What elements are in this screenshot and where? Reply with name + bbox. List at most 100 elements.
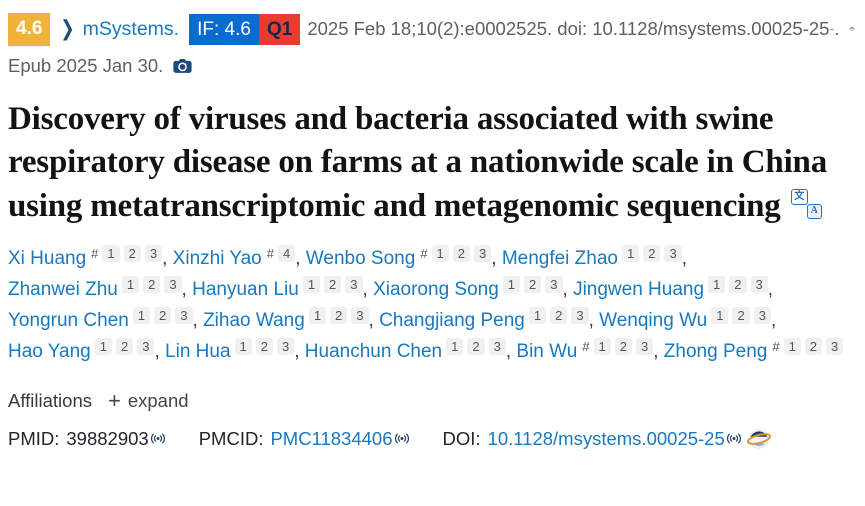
author-item: Changjiang Peng 1 2 3, — [379, 306, 594, 331]
author-link[interactable]: Changjiang Peng — [379, 309, 525, 331]
affiliation-number-badge[interactable]: 3 — [750, 275, 768, 293]
pmcid-link[interactable]: PMC11834406 — [270, 427, 393, 449]
pmcid-group: PMCID: PMC11834406 — [199, 428, 410, 450]
affiliation-number-badge[interactable]: 2 — [330, 306, 348, 324]
expand-affiliations-button[interactable]: + expand — [107, 387, 189, 413]
globe-extension-icon[interactable] — [849, 17, 855, 41]
affiliation-number-badge[interactable]: 2 — [154, 306, 172, 324]
author-link[interactable]: Huanchun Chen — [304, 340, 443, 362]
author-superscripts: #4 — [262, 244, 296, 267]
author-link[interactable]: Xiaorong Song — [373, 278, 499, 300]
affiliation-number-badge[interactable]: 2 — [467, 337, 485, 355]
affiliation-number-badge[interactable]: 2 — [452, 244, 471, 262]
author-link[interactable]: Yongrun Chen — [8, 309, 129, 331]
camera-icon[interactable] — [172, 55, 193, 77]
doi-group: DOI: 10.1128/msystems.00025-25 — [443, 427, 771, 451]
affiliation-number-badge[interactable]: 3 — [137, 337, 155, 355]
affiliation-number-badge[interactable]: 1 — [308, 306, 327, 324]
affiliation-number-badge[interactable]: 3 — [664, 244, 682, 262]
affiliation-number-badge[interactable]: 1 — [431, 244, 449, 262]
affiliation-number-badge[interactable]: 1 — [783, 337, 801, 355]
epub-date: Epub 2025 Jan 30. — [8, 54, 164, 76]
affiliation-number-badge[interactable]: 1 — [502, 275, 521, 293]
globe-extension-icon[interactable] — [746, 427, 771, 451]
affiliation-number-badge[interactable]: 2 — [123, 244, 141, 262]
affiliation-number-badge[interactable]: 3 — [571, 306, 589, 324]
affiliation-number-badge[interactable]: 3 — [277, 337, 295, 355]
affiliation-number-badge[interactable]: 2 — [804, 337, 823, 355]
affiliation-number-badge[interactable]: 2 — [550, 306, 568, 324]
affiliation-number-badge[interactable]: 2 — [643, 244, 661, 262]
expand-label: expand — [127, 389, 189, 411]
affiliation-number-badge[interactable]: 3 — [753, 306, 771, 324]
author-link[interactable]: Xinzhi Yao — [172, 247, 262, 269]
affiliation-number-badge[interactable]: 3 — [164, 275, 182, 293]
pmcid-label: PMCID: — [198, 427, 264, 449]
author-link[interactable]: Hao Yang — [8, 340, 91, 362]
author-separator: , — [295, 247, 301, 269]
affiliation-number-badge[interactable]: 2 — [116, 337, 134, 355]
pmid-label: PMID: — [8, 427, 60, 449]
author-link[interactable]: Bin Wu — [516, 340, 578, 362]
author-link[interactable]: Hanyuan Liu — [192, 278, 299, 300]
author-item: Wenqing Wu 1 2 3, — [599, 306, 776, 331]
author-link[interactable]: Zihao Wang — [203, 309, 305, 331]
affiliation-number-badge[interactable]: 2 — [729, 275, 747, 293]
affiliation-number-badge[interactable]: 1 — [528, 306, 547, 324]
affiliation-number-badge[interactable]: 1 — [102, 244, 120, 262]
affiliation-number-badge[interactable]: 2 — [524, 275, 542, 293]
author-link[interactable]: Mengfei Zhao — [501, 247, 618, 269]
affiliation-number-badge[interactable]: 1 — [234, 337, 252, 355]
authors-list: Xi Huang #1 2 3, Xinzhi Yao #4, Wenbo Song #1… — [8, 244, 855, 368]
doi-label: DOI: — [442, 427, 481, 449]
affiliation-number-badge[interactable]: 3 — [826, 337, 844, 355]
author-item: Zhong Peng #1 2 3 — [663, 337, 844, 362]
affiliation-number-badge[interactable]: 1 — [121, 275, 140, 293]
affiliation-number-badge[interactable]: 1 — [302, 275, 321, 293]
author-separator: , — [192, 309, 198, 331]
journal-link[interactable]: mSystems. — [82, 17, 180, 40]
affiliation-number-badge[interactable]: 1 — [132, 306, 151, 324]
author-link[interactable]: Wenqing Wu — [599, 309, 708, 331]
author-item: Huanchun Chen 1 2 3, — [304, 337, 512, 362]
author-separator: , — [154, 340, 160, 362]
affiliation-number-badge[interactable]: 3 — [345, 275, 363, 293]
author-link[interactable]: Zhanwei Zhu — [8, 278, 118, 300]
affiliation-number-badge[interactable]: 3 — [545, 275, 563, 293]
affiliation-number-badge[interactable]: 2 — [255, 337, 273, 355]
affiliation-number-badge[interactable]: 2 — [143, 275, 161, 293]
affiliation-number-badge[interactable]: 1 — [94, 337, 112, 355]
author-item: Xinzhi Yao #4, — [172, 244, 301, 269]
affiliation-number-badge[interactable]: 1 — [593, 337, 611, 355]
affiliation-number-badge[interactable]: 3 — [175, 306, 193, 324]
affiliation-number-badge[interactable]: 3 — [144, 244, 163, 262]
doi-link[interactable]: 10.1128/msystems.00025-25 — [487, 427, 725, 449]
affiliation-number-badge[interactable]: 3 — [488, 337, 506, 355]
affiliation-number-badge[interactable]: 3 — [474, 244, 492, 262]
author-link[interactable]: Lin Hua — [165, 340, 231, 362]
affiliation-number-badge[interactable]: 3 — [351, 306, 369, 324]
affiliation-number-badge[interactable]: 1 — [711, 306, 729, 324]
affiliation-number-badge[interactable]: 4 — [278, 244, 296, 262]
author-separator: , — [162, 247, 168, 269]
author-link[interactable]: Wenbo Song — [305, 247, 416, 269]
author-item: Zihao Wang 1 2 3, — [203, 306, 374, 331]
author-link[interactable]: Xi Huang — [8, 247, 87, 269]
affiliation-number-badge[interactable]: 1 — [708, 275, 726, 293]
affiliation-number-badge[interactable]: 2 — [614, 337, 632, 355]
plus-icon: + — [107, 387, 121, 413]
affiliation-number-badge[interactable]: 3 — [636, 337, 654, 355]
affiliation-number-badge[interactable]: 1 — [446, 337, 464, 355]
author-link[interactable]: Jingwen Huang — [573, 278, 705, 300]
affiliation-number-badge[interactable]: 2 — [324, 275, 342, 293]
author-separator: , — [505, 340, 512, 362]
author-link[interactable]: Zhong Peng — [663, 340, 768, 362]
affiliation-number-badge[interactable]: 2 — [732, 306, 750, 324]
author-item: Jingwen Huang 1 2 3, — [573, 275, 773, 300]
affiliation-number-badge[interactable]: 1 — [622, 244, 640, 262]
